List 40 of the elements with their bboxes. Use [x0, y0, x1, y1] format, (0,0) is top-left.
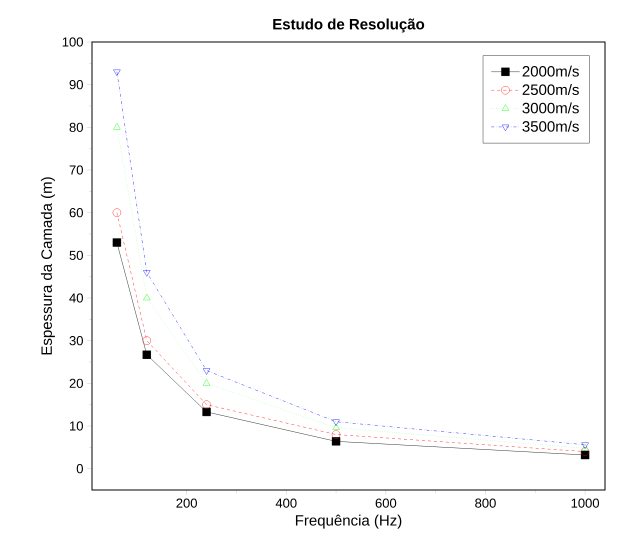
legend-label: 3500m/s — [522, 120, 579, 132]
point — [332, 424, 340, 430]
x-tick-label: 400 — [276, 498, 297, 508]
x-tick-label: 200 — [176, 498, 197, 508]
legend-label: 3000m/s — [522, 102, 579, 114]
y-tick-label: 60 — [70, 208, 83, 218]
x-tick-label: 800 — [475, 498, 496, 508]
y-tick-label: 0 — [76, 464, 83, 474]
y-tick-label: 20 — [70, 378, 83, 388]
point — [332, 437, 340, 446]
point — [142, 336, 151, 345]
point — [142, 350, 151, 359]
point — [332, 420, 340, 426]
y-tick-label: 80 — [70, 122, 83, 132]
y-tick-label: 50 — [70, 250, 83, 260]
point — [202, 368, 210, 375]
x-tick-label: 1000 — [572, 498, 600, 508]
point — [143, 270, 150, 277]
x-tick-label: 600 — [376, 498, 396, 508]
point — [580, 447, 590, 456]
y-tick-label: 30 — [70, 336, 83, 346]
y-tick-label: 40 — [69, 293, 83, 303]
point — [202, 400, 211, 409]
x-axis-title: Frequência (Hz) — [296, 514, 402, 529]
point — [143, 294, 150, 300]
point — [112, 208, 122, 217]
point — [112, 238, 122, 247]
point — [113, 70, 121, 76]
point — [113, 123, 121, 130]
point — [202, 379, 210, 386]
y-tick-label: 10 — [70, 421, 83, 431]
point — [202, 408, 211, 416]
point — [332, 430, 340, 439]
y-axis-title: Espessura da Camada (m) — [40, 177, 55, 354]
y-tick-label: 70 — [70, 165, 83, 175]
legend-label: 2000m/s — [522, 66, 579, 77]
chart-title: Estudo de Resolução — [273, 18, 424, 32]
legend-label: 2500m/s — [522, 84, 579, 96]
y-tick-label: 100 — [62, 37, 83, 47]
y-tick-label: 90 — [70, 80, 83, 90]
